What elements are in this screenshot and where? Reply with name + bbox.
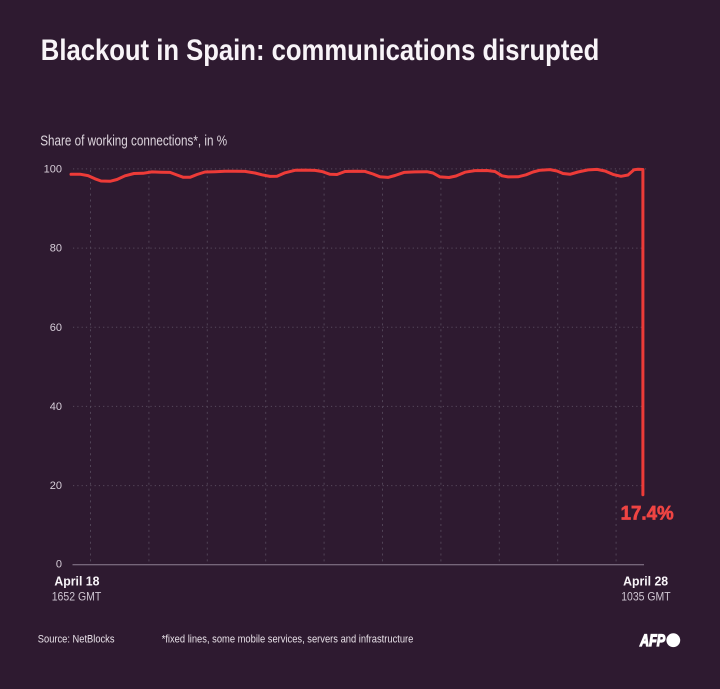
- svg-text:April 18: April 18: [54, 574, 99, 588]
- svg-text:17.4%: 17.4%: [621, 504, 674, 525]
- svg-text:60: 60: [50, 322, 62, 334]
- svg-text:*fixed lines, some mobile serv: *fixed lines, some mobile services, serv…: [162, 633, 414, 645]
- svg-text:1035 GMT: 1035 GMT: [621, 590, 671, 604]
- svg-text:40: 40: [50, 401, 62, 413]
- svg-text:Share of working connections*,: Share of working connections*, in %: [40, 133, 227, 150]
- svg-text:20: 20: [50, 480, 62, 492]
- svg-text:80: 80: [50, 243, 62, 255]
- svg-text:Source: NetBlocks: Source: NetBlocks: [38, 633, 115, 645]
- svg-text:0: 0: [56, 559, 62, 571]
- svg-text:AFP: AFP: [639, 631, 665, 650]
- svg-text:Blackout in Spain: communicati: Blackout in Spain: communications disrup…: [41, 34, 600, 67]
- svg-text:1652 GMT: 1652 GMT: [52, 590, 102, 604]
- svg-text:100: 100: [44, 164, 62, 176]
- svg-text:April 28: April 28: [623, 574, 668, 588]
